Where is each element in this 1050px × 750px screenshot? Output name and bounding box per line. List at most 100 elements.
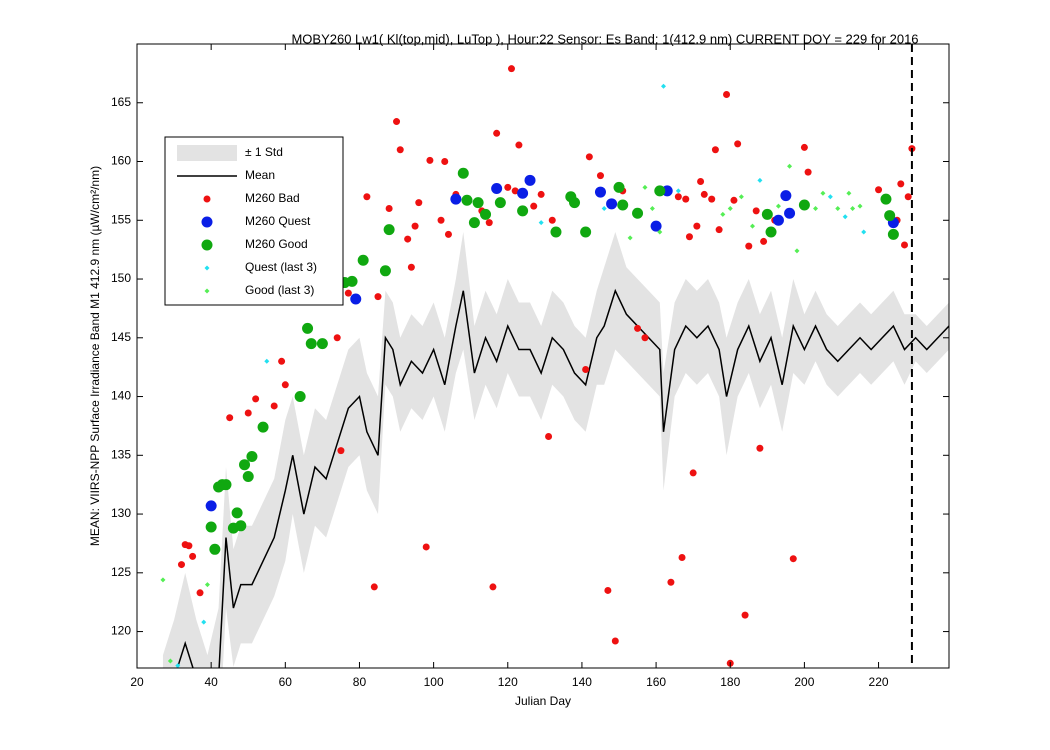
point — [537, 190, 545, 198]
point — [350, 293, 362, 305]
point — [901, 241, 909, 249]
point — [884, 210, 896, 222]
point — [491, 183, 503, 195]
point — [385, 205, 393, 213]
point — [548, 216, 556, 224]
diamond-point — [738, 194, 744, 200]
point — [480, 208, 492, 220]
point — [784, 207, 796, 219]
legend-swatch — [201, 239, 213, 251]
point — [415, 199, 423, 207]
point — [632, 207, 644, 219]
point — [437, 216, 445, 224]
diamond-point — [846, 190, 852, 196]
point — [897, 180, 905, 188]
point — [730, 196, 738, 204]
point — [596, 172, 604, 180]
point — [226, 414, 234, 422]
point — [798, 199, 810, 211]
point — [880, 193, 892, 205]
point — [804, 168, 812, 176]
diamond-point — [794, 248, 800, 254]
legend-label: ± 1 Std — [245, 145, 283, 159]
point — [209, 543, 221, 555]
point — [606, 198, 618, 210]
point — [333, 334, 341, 342]
point — [711, 146, 719, 154]
axes-box — [136, 43, 950, 669]
point — [582, 366, 590, 374]
y-tick-label: 130 — [111, 506, 131, 520]
point — [545, 432, 553, 440]
point — [205, 521, 217, 533]
legend-swatch — [204, 265, 210, 271]
point — [231, 507, 243, 519]
legend-swatch — [203, 195, 211, 203]
legend-swatch — [177, 145, 237, 161]
point — [780, 190, 792, 202]
point — [772, 214, 784, 226]
point — [396, 146, 404, 154]
diamond-point — [538, 220, 544, 226]
point — [800, 143, 808, 151]
legend-label: Quest (last 3) — [245, 260, 317, 274]
point — [617, 199, 629, 211]
point — [517, 205, 529, 217]
point — [734, 140, 742, 148]
point — [196, 589, 204, 597]
y-tick-label: 165 — [111, 95, 131, 109]
point — [715, 226, 723, 234]
point — [278, 357, 286, 365]
point — [485, 219, 493, 227]
point — [493, 129, 501, 137]
point — [752, 207, 760, 215]
point — [189, 552, 197, 560]
point — [422, 543, 430, 551]
point — [611, 637, 619, 645]
diamond-point — [264, 358, 270, 364]
point — [270, 402, 278, 410]
point — [489, 583, 497, 591]
diamond-point — [850, 206, 856, 212]
y-tick-label: 150 — [111, 271, 131, 285]
point — [294, 391, 306, 403]
diamond-point — [201, 619, 207, 625]
diamond-point — [827, 194, 833, 200]
point — [363, 193, 371, 201]
point — [220, 479, 232, 491]
point — [524, 174, 536, 186]
point — [904, 193, 912, 201]
point — [239, 459, 251, 471]
point — [507, 65, 515, 73]
y-tick-label: 125 — [111, 565, 131, 579]
diamond-point — [775, 203, 781, 209]
legend-label: Mean — [245, 168, 275, 182]
point — [760, 237, 768, 245]
point — [370, 583, 378, 591]
x-tick-label: 80 — [353, 675, 367, 689]
y-tick-label: 135 — [111, 447, 131, 461]
point — [641, 334, 649, 342]
point — [761, 208, 773, 220]
point — [346, 275, 358, 287]
point — [700, 190, 708, 198]
point — [515, 141, 523, 149]
point — [494, 197, 506, 209]
x-axis-label: Julian Day — [515, 694, 571, 708]
point — [530, 202, 538, 210]
diamond-point — [720, 211, 726, 217]
point — [569, 197, 581, 209]
point — [379, 265, 391, 277]
point — [765, 226, 777, 238]
point — [461, 194, 473, 206]
point — [444, 230, 452, 238]
x-tick-label: 180 — [720, 675, 740, 689]
point — [517, 187, 529, 199]
diamond-point — [627, 235, 633, 241]
point — [450, 193, 462, 205]
point — [357, 254, 369, 266]
diamond-point — [661, 83, 667, 89]
y-axis-label: MEAN: VIIRS-NPP Surface Irradiance Band … — [88, 166, 102, 546]
x-tick-label: 160 — [646, 675, 666, 689]
point — [316, 338, 328, 350]
